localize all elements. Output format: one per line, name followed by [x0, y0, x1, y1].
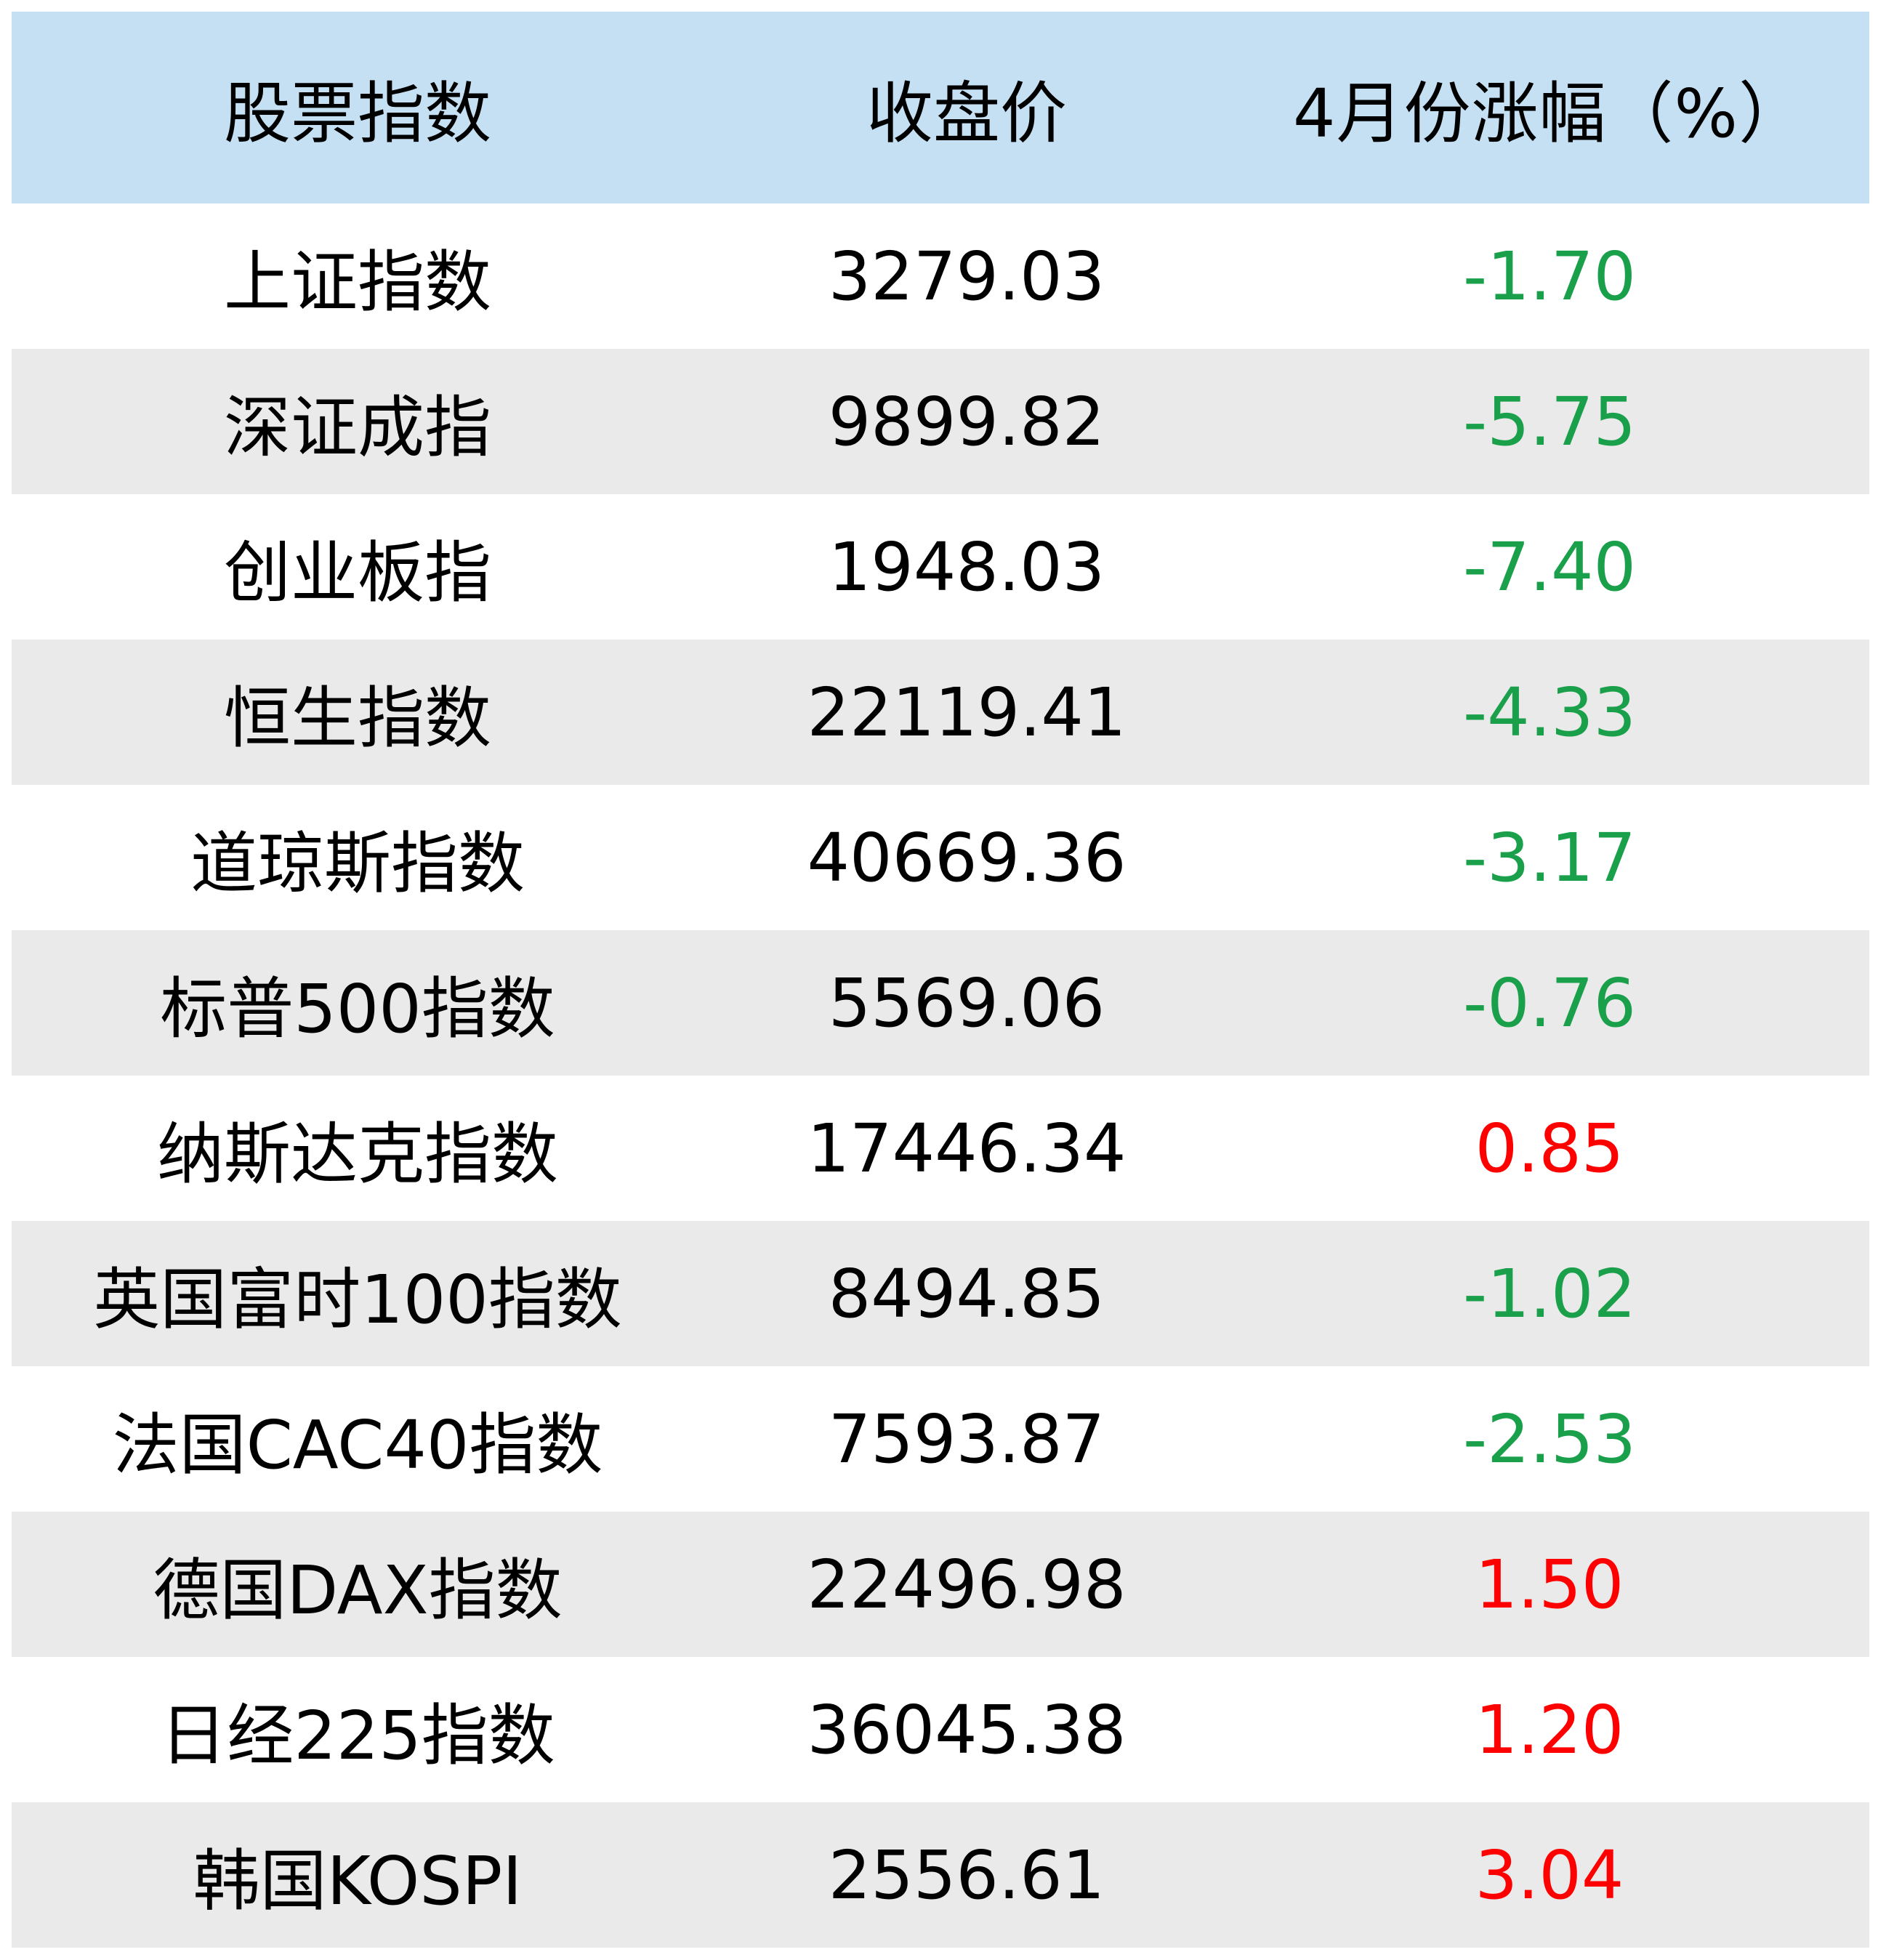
april-change: 1.20	[1475, 1690, 1624, 1769]
table-row: 恒生指数 22119.41 -4.33	[12, 640, 1869, 785]
header-index-name: 股票指数	[223, 74, 491, 153]
close-price: 22496.98	[807, 1545, 1127, 1624]
close-price: 40669.36	[807, 818, 1127, 897]
close-price: 7593.87	[828, 1400, 1105, 1478]
index-name: 恒生指数	[223, 679, 491, 757]
index-name: 英国富时100指数	[93, 1260, 622, 1339]
header-close-price: 收盘价	[866, 74, 1067, 153]
table-row: 韩国KOSPI 2556.61 3.04	[12, 1802, 1869, 1948]
table-row: 日经225指数 36045.38 1.20	[12, 1657, 1869, 1802]
table-row: 德国DAX指数 22496.98 1.50	[12, 1512, 1869, 1657]
table-row: 深证成指 9899.82 -5.75	[12, 349, 1869, 494]
close-price: 36045.38	[807, 1690, 1127, 1769]
index-table: 股票指数 收盘价 4月份涨幅（%） 上证指数 3279.03 -1.70 深证成…	[12, 12, 1869, 1948]
close-price: 2556.61	[828, 1836, 1105, 1914]
april-change: -7.40	[1462, 528, 1637, 606]
index-name: 德国DAX指数	[153, 1551, 563, 1629]
close-price: 9899.82	[828, 382, 1105, 461]
index-name: 韩国KOSPI	[193, 1842, 523, 1920]
table-row: 法国CAC40指数 7593.87 -2.53	[12, 1366, 1869, 1512]
table-row: 道琼斯指数 40669.36 -3.17	[12, 785, 1869, 930]
table-row: 纳斯达克指数 17446.34 0.85	[12, 1076, 1869, 1221]
april-change: 1.50	[1475, 1545, 1624, 1624]
april-change: -1.70	[1462, 237, 1637, 315]
close-price: 5569.06	[828, 964, 1105, 1042]
index-name: 创业板指	[223, 533, 491, 612]
table-row: 上证指数 3279.03 -1.70	[12, 203, 1869, 349]
close-price: 8494.85	[828, 1254, 1105, 1333]
april-change: -4.33	[1462, 673, 1637, 751]
index-name: 法国CAC40指数	[112, 1406, 603, 1484]
april-change: -5.75	[1462, 382, 1637, 461]
april-change: -1.02	[1462, 1254, 1637, 1333]
april-change: -0.76	[1462, 964, 1637, 1042]
close-price: 22119.41	[807, 673, 1127, 751]
april-change: 3.04	[1475, 1836, 1624, 1914]
index-name: 日经225指数	[160, 1696, 555, 1775]
table-row: 创业板指 1948.03 -7.40	[12, 494, 1869, 640]
header-april-change: 4月份涨幅（%）	[1293, 74, 1806, 153]
close-price: 1948.03	[828, 528, 1105, 606]
index-name: 标普500指数	[160, 969, 555, 1048]
april-change: -2.53	[1462, 1400, 1637, 1478]
close-price: 17446.34	[807, 1109, 1127, 1187]
table-header: 股票指数 收盘价 4月份涨幅（%）	[12, 12, 1869, 203]
table-row: 英国富时100指数 8494.85 -1.02	[12, 1221, 1869, 1366]
index-name: 深证成指	[223, 388, 491, 467]
april-change: -3.17	[1462, 818, 1637, 897]
index-name: 道琼斯指数	[190, 824, 525, 903]
index-name: 上证指数	[223, 243, 491, 321]
april-change: 0.85	[1475, 1109, 1624, 1187]
close-price: 3279.03	[828, 237, 1105, 315]
table-row: 标普500指数 5569.06 -0.76	[12, 930, 1869, 1076]
index-name: 纳斯达克指数	[156, 1115, 558, 1193]
